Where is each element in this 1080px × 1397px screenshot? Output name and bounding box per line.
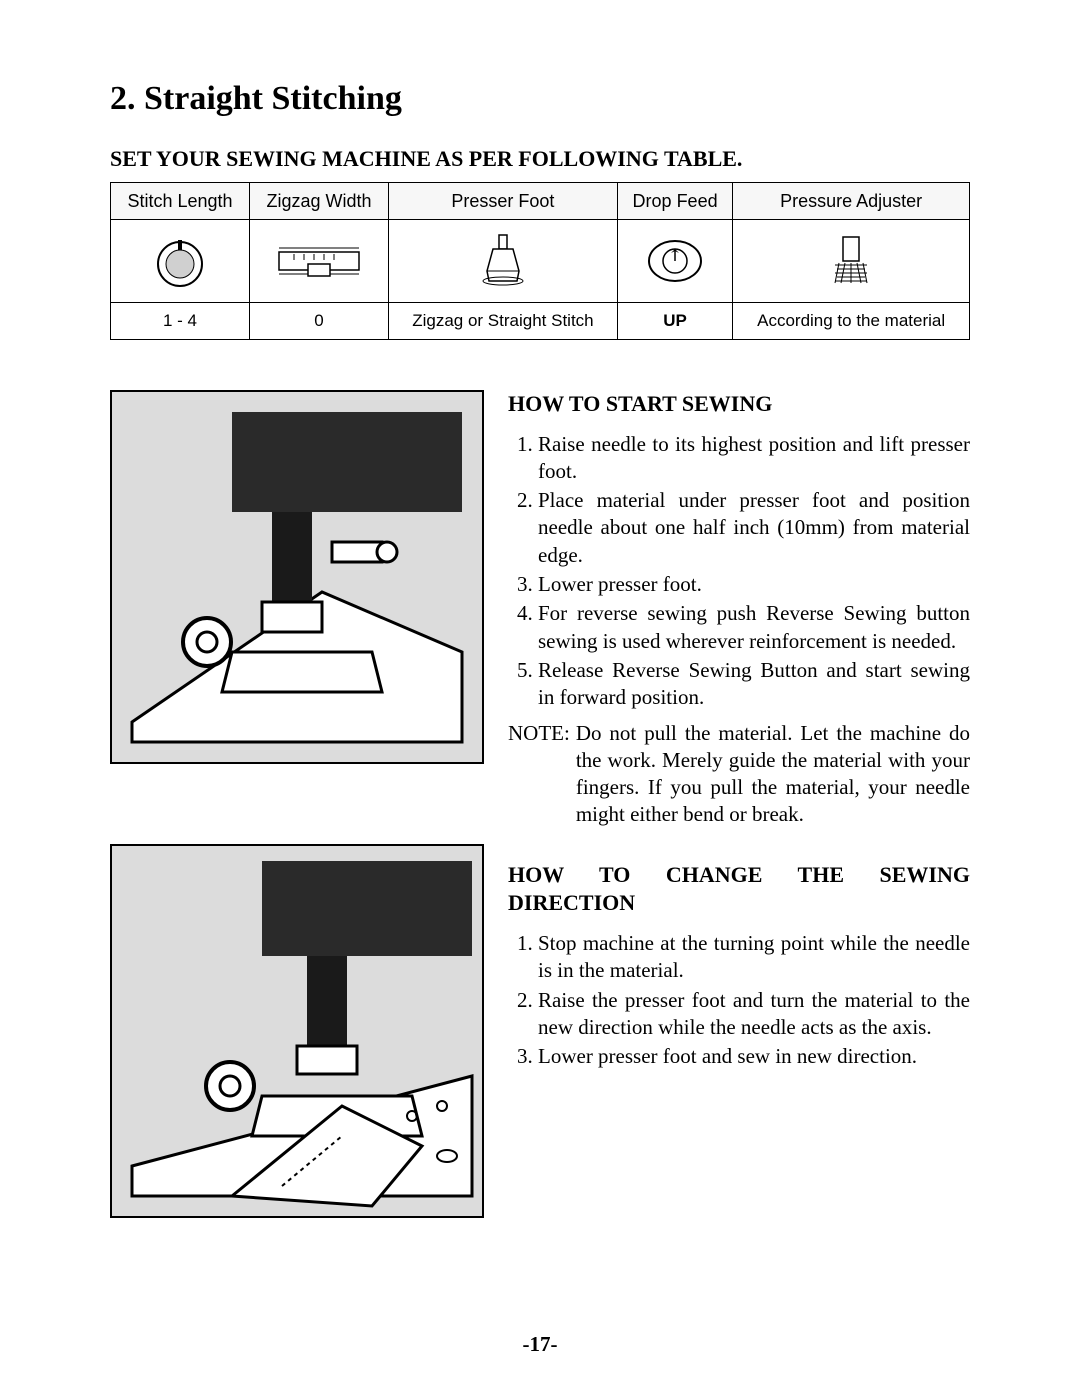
page-title: 2. Straight Stitching	[110, 80, 970, 118]
list-item: Stop machine at the turning point while …	[538, 930, 970, 985]
stitch-length-icon	[111, 220, 250, 303]
presser-foot-icon	[388, 220, 617, 303]
change-direction-heading: HOW TO CHANGE THE SEWING DIRECTION	[508, 861, 970, 918]
list-item: For reverse sewing push Reverse Sewing b…	[538, 600, 970, 655]
list-item: Release Reverse Sewing Button and start …	[538, 657, 970, 712]
drop-feed-icon	[617, 220, 732, 303]
note-block: NOTE: Do not pull the material. Let the …	[508, 720, 970, 829]
table-header: Stitch Length	[111, 183, 250, 220]
table-value-row: 1 - 4 0 Zigzag or Straight Stitch UP Acc…	[111, 303, 970, 340]
how-to-start-list: Raise needle to its highest position and…	[508, 431, 970, 712]
table-value: UP	[617, 303, 732, 340]
table-value: 1 - 4	[111, 303, 250, 340]
table-header: Zigzag Width	[250, 183, 389, 220]
table-icon-row	[111, 220, 970, 303]
list-item: Raise the presser foot and turn the mate…	[538, 987, 970, 1042]
list-item: Lower presser foot and sew in new direct…	[538, 1043, 970, 1070]
list-item: Place material under presser foot and po…	[538, 487, 970, 569]
table-header: Drop Feed	[617, 183, 732, 220]
page: 2. Straight Stitching SET YOUR SEWING MA…	[0, 0, 1080, 1397]
page-number: -17-	[0, 1332, 1080, 1357]
change-direction-list: Stop machine at the turning point while …	[508, 930, 970, 1070]
table-header-row: Stitch Length Zigzag Width Presser Foot …	[111, 183, 970, 220]
how-to-start-heading: HOW TO START SEWING	[508, 390, 970, 419]
content-columns: HOW TO START SEWING Raise needle to its …	[110, 390, 970, 1218]
note-body: Do not pull the material. Let the machin…	[576, 720, 970, 829]
table-value: 0	[250, 303, 389, 340]
text-column: HOW TO START SEWING Raise needle to its …	[508, 390, 970, 1218]
list-item: Lower presser foot.	[538, 571, 970, 598]
list-item: Raise needle to its highest position and…	[538, 431, 970, 486]
table-intro-heading: SET YOUR SEWING MACHINE AS PER FOLLOWING…	[110, 146, 970, 172]
table-value: According to the material	[733, 303, 970, 340]
table-header: Presser Foot	[388, 183, 617, 220]
note-label: NOTE:	[508, 720, 576, 829]
start-sewing-illustration	[110, 390, 484, 764]
change-direction-illustration	[110, 844, 484, 1218]
table-value: Zigzag or Straight Stitch	[388, 303, 617, 340]
pressure-adjuster-icon	[733, 220, 970, 303]
illustration-column	[110, 390, 480, 1218]
settings-table: Stitch Length Zigzag Width Presser Foot …	[110, 182, 970, 340]
table-header: Pressure Adjuster	[733, 183, 970, 220]
zigzag-width-icon	[250, 220, 389, 303]
